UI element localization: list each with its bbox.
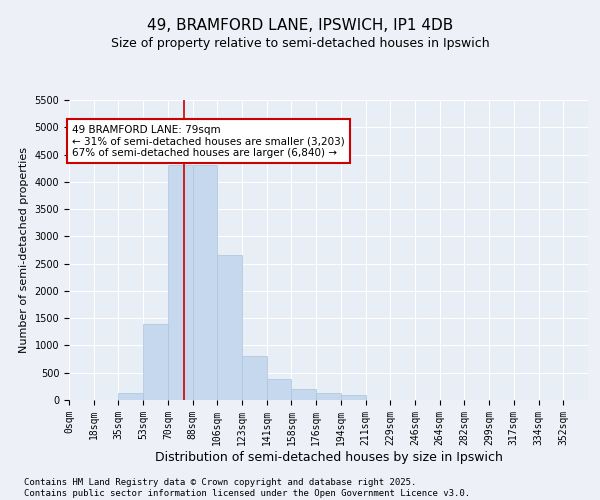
Bar <box>316 394 341 400</box>
Bar <box>341 394 365 400</box>
Text: Contains HM Land Registry data © Crown copyright and database right 2025.
Contai: Contains HM Land Registry data © Crown c… <box>24 478 470 498</box>
Bar <box>118 393 143 400</box>
Bar <box>267 378 292 400</box>
X-axis label: Distribution of semi-detached houses by size in Ipswich: Distribution of semi-detached houses by … <box>155 450 502 464</box>
Bar <box>143 324 168 400</box>
Bar <box>217 256 242 400</box>
Bar <box>292 389 316 400</box>
Bar <box>193 166 217 400</box>
Text: 49 BRAMFORD LANE: 79sqm
← 31% of semi-detached houses are smaller (3,203)
67% of: 49 BRAMFORD LANE: 79sqm ← 31% of semi-de… <box>72 124 344 158</box>
Y-axis label: Number of semi-detached properties: Number of semi-detached properties <box>19 147 29 353</box>
Bar <box>168 166 193 400</box>
Text: 49, BRAMFORD LANE, IPSWICH, IP1 4DB: 49, BRAMFORD LANE, IPSWICH, IP1 4DB <box>147 18 453 32</box>
Text: Size of property relative to semi-detached houses in Ipswich: Size of property relative to semi-detach… <box>110 38 490 51</box>
Bar <box>242 356 267 400</box>
